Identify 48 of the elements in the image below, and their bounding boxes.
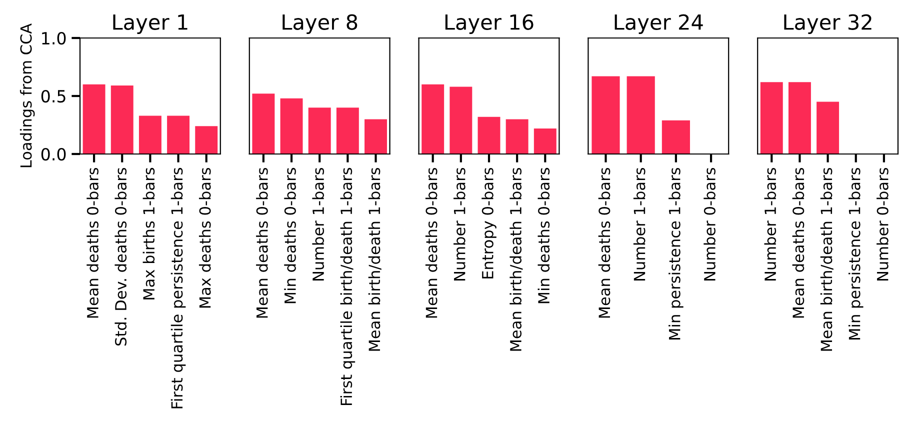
bar — [534, 128, 556, 154]
x-tick-label: First quartile persistence 1-bars — [170, 168, 186, 408]
y-tick-label: 0.0 — [41, 148, 66, 161]
bar — [280, 98, 303, 154]
x-tick-label: Number 1-bars — [633, 168, 646, 280]
bar — [506, 119, 528, 154]
bar — [195, 126, 218, 154]
x-tick-label: Mean deaths 0-bars — [86, 168, 98, 318]
y-tick-label: 1.0 — [42, 32, 66, 45]
x-tick-label: Max deaths 0-bars — [198, 168, 211, 308]
x-tick-label: Min deaths 0-bars — [538, 168, 550, 304]
x-tick-label: Mean deaths 0-bars — [425, 168, 438, 318]
bar — [167, 116, 190, 154]
chart-title: Layer 24 — [614, 14, 703, 34]
x-tick-label: First quartile birth/death 1-bars — [340, 168, 356, 406]
x-tick-label: Number 0-bars — [704, 168, 716, 280]
chart-title: Layer 1 — [113, 14, 188, 34]
bar — [336, 108, 359, 154]
x-tick-label: Number 1-bars — [764, 168, 776, 280]
x-tick-label: Min persistence 1-bars — [668, 168, 684, 340]
chart-title: Layer 8 — [282, 14, 358, 34]
bar — [252, 94, 275, 154]
bar — [450, 86, 472, 154]
x-tick-label: Mean deaths 0-bars — [256, 168, 268, 318]
x-tick-label: Mean birth/death 1-bars — [820, 168, 834, 351]
x-tick-label: Mean deaths 0-bars — [598, 168, 610, 318]
x-tick-label: Std. Dev. deaths 0-bars — [114, 168, 127, 346]
bar — [82, 84, 106, 154]
chart-title: Layer 32 — [784, 14, 872, 34]
x-tick-label: Min deaths 0-bars — [284, 168, 296, 304]
bar — [422, 84, 444, 154]
x-tick-label: Entropy 0-bars — [482, 168, 496, 278]
y-axis-title: Loadings from CCA — [20, 23, 35, 168]
x-tick-label: Mean deaths 0-bars — [792, 168, 804, 318]
x-tick-label: Number 0-bars — [876, 168, 888, 280]
x-tick-label: Max births 1-bars — [142, 168, 155, 300]
x-tick-label: Mean birth/death 1-bars — [510, 168, 523, 351]
y-tick-label: 0.5 — [41, 90, 66, 103]
bar — [364, 119, 387, 154]
x-tick-label: Mean birth/death 1-bars — [368, 168, 382, 351]
bar — [138, 116, 162, 154]
x-tick-label: Number 1-bars — [454, 168, 466, 280]
x-tick-label: Min persistence 1-bars — [848, 168, 864, 340]
bar — [110, 86, 134, 154]
chart-title: Layer 16 — [445, 14, 534, 34]
bar — [478, 116, 500, 154]
bar — [308, 108, 331, 154]
x-tick-label: Number 1-bars — [312, 168, 324, 280]
